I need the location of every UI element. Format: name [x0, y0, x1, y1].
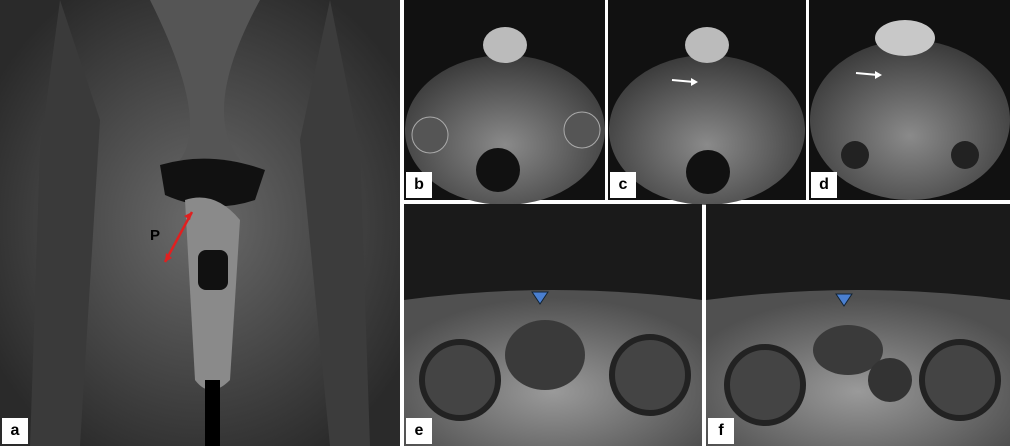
- panel-label: d: [819, 176, 829, 193]
- panel-e: e: [404, 204, 702, 446]
- panel-b: b: [404, 0, 605, 205]
- panel-a: P a: [0, 0, 400, 446]
- panel-label: b: [414, 176, 424, 193]
- panel-f: f: [706, 204, 1010, 446]
- panel-c: c: [608, 0, 806, 205]
- panel-label: f: [718, 422, 724, 439]
- panel-label: a: [11, 422, 20, 439]
- panel-d: d: [809, 0, 1010, 200]
- annotation-label: P: [150, 227, 160, 244]
- panel-label: c: [619, 176, 628, 193]
- panel-label: e: [415, 422, 424, 439]
